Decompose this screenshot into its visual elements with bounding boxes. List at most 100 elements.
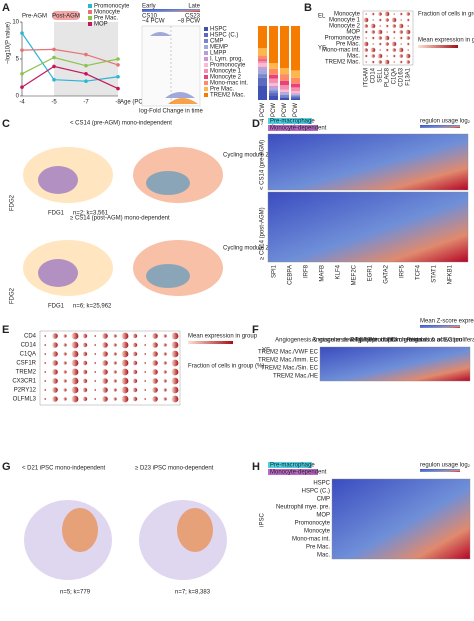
dot [71,350,79,358]
dot [44,398,46,400]
bar-segment [291,98,300,100]
label: SELL [378,67,384,82]
dot [407,25,409,27]
series-line [21,65,119,90]
bar-segment [291,94,300,95]
bar-segment [280,80,289,86]
point [84,72,88,76]
bar-segment [291,83,300,88]
label: YS [262,348,270,354]
legend-label: Pre Mac. [210,87,234,93]
label: SPI1 [272,264,278,278]
x-axis-label: Age (PCW) [120,100,150,106]
dot [377,29,383,35]
badge-text: Post-AGM [52,14,80,20]
legend-label: Pre Mac. [94,16,118,22]
dot [399,36,403,40]
y-tick-label: 0 [16,94,20,100]
bar-segment [291,77,300,84]
dot [372,19,374,21]
legend-swatch [204,87,208,91]
dot [132,378,138,384]
dot [44,362,46,364]
label: NFKB1 [448,264,454,284]
label: n=2; k=3,561 [73,211,109,217]
label: ~8 PCW [177,19,200,25]
bar-segment [291,26,300,71]
point [52,47,56,52]
label: CEBPA [288,265,294,285]
bar-segment [280,92,289,94]
heatmap [267,191,469,263]
dot [163,379,167,383]
point [84,52,88,57]
label: MOP [346,30,360,36]
bar-segment [291,70,300,78]
dot [400,43,402,45]
legend-swatch [88,4,92,8]
label: PLAC8 [385,67,391,87]
legend-label: Promonocyte [94,4,130,10]
dot [399,12,403,16]
legend-swatch [204,81,208,85]
bar-segment [258,63,267,67]
dot [52,333,58,339]
label: F13A1 [406,67,412,85]
dot [393,13,395,15]
dot [152,378,158,384]
dot [82,351,88,357]
legend-swatch [88,22,92,26]
label: Mean Z-score expression [420,319,474,325]
label: Neutrophil mye. pre. [276,505,330,511]
label: P2RY12 [14,388,37,394]
dot [392,54,396,58]
bar-segment [269,88,278,91]
series-line [21,56,119,75]
label: FDG1 [48,211,65,217]
dot [363,17,369,23]
dot [364,24,368,28]
label: KLF4 [336,264,342,279]
dot [144,353,146,355]
dot [144,389,146,391]
bar-segment [269,63,278,69]
bar-segment [280,68,289,75]
dot [144,344,146,346]
label: Cycling module Z-score [223,153,287,159]
badge [52,11,80,20]
label: Monocyte-dependent [270,470,327,476]
dot [393,37,395,39]
label: log-Fold Change in time [139,109,203,115]
dot [378,60,382,64]
dot [94,398,96,400]
bar-segment [269,95,278,100]
label: TREM2 Mac./HE [273,374,318,380]
label: FDG2 [10,194,16,211]
dot [52,378,58,384]
dot [82,342,88,348]
dot [63,334,67,338]
dot [386,31,388,33]
dot [52,351,58,357]
dot [152,387,158,393]
dot [94,335,96,337]
dot [406,36,410,40]
label: CD14 [371,67,377,83]
dot [377,53,383,59]
bar-segment [258,60,267,63]
label: Regulation of EC migration [350,338,422,344]
dot [94,389,96,391]
dot [398,47,404,53]
dot [365,13,367,15]
bar-segment [280,97,289,100]
bar-segment [280,94,289,97]
label: Mono-mac int. [322,48,360,54]
dot [152,396,158,402]
dot [406,12,410,16]
dot [44,371,46,373]
legend-swatch [204,51,208,55]
legend-label: HSPC [210,27,227,33]
legend-label: I. Lym. prog. [210,57,243,63]
dot [63,397,67,401]
dot [152,333,158,339]
